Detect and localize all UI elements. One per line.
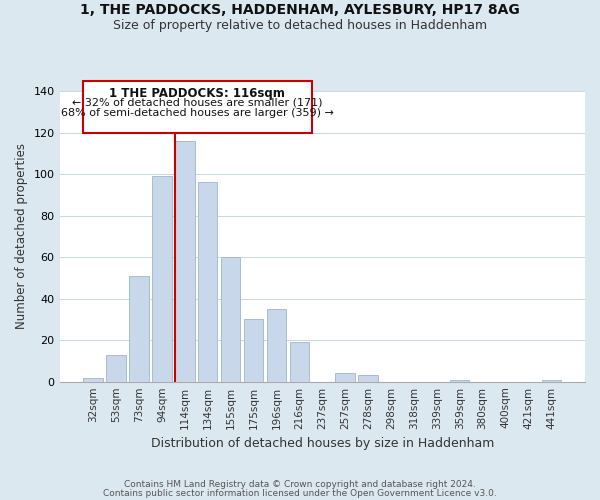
Text: ← 32% of detached houses are smaller (171): ← 32% of detached houses are smaller (17… [72, 97, 323, 107]
Text: 1 THE PADDOCKS: 116sqm: 1 THE PADDOCKS: 116sqm [109, 87, 286, 100]
Bar [358, 376, 378, 382]
Bar [267, 309, 286, 382]
Y-axis label: Number of detached properties: Number of detached properties [15, 144, 28, 330]
Bar [335, 374, 355, 382]
Bar [542, 380, 561, 382]
Bar [175, 141, 194, 382]
Bar [129, 276, 149, 382]
Text: Contains public sector information licensed under the Open Government Licence v3: Contains public sector information licen… [103, 488, 497, 498]
Bar [83, 378, 103, 382]
Text: Size of property relative to detached houses in Haddenham: Size of property relative to detached ho… [113, 20, 487, 32]
Bar [450, 380, 469, 382]
Bar [244, 320, 263, 382]
Text: Contains HM Land Registry data © Crown copyright and database right 2024.: Contains HM Land Registry data © Crown c… [124, 480, 476, 489]
Text: 68% of semi-detached houses are larger (359) →: 68% of semi-detached houses are larger (… [61, 108, 334, 118]
Bar [221, 257, 241, 382]
FancyBboxPatch shape [83, 80, 312, 132]
X-axis label: Distribution of detached houses by size in Haddenham: Distribution of detached houses by size … [151, 437, 494, 450]
Bar [290, 342, 309, 382]
Bar [106, 354, 126, 382]
Bar [198, 182, 217, 382]
Text: 1, THE PADDOCKS, HADDENHAM, AYLESBURY, HP17 8AG: 1, THE PADDOCKS, HADDENHAM, AYLESBURY, H… [80, 4, 520, 18]
Bar [152, 176, 172, 382]
